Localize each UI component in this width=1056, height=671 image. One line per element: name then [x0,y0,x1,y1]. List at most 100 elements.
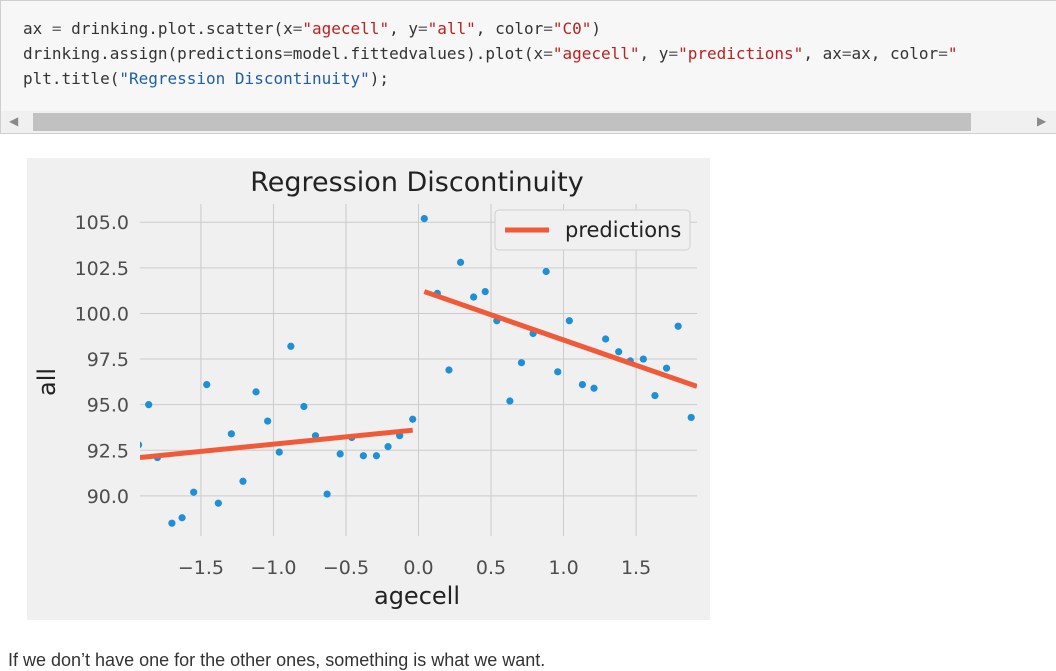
y-tick-label: 90.0 [87,486,129,508]
code-token: = [292,19,303,38]
code-token: , y [639,44,669,63]
scatter-point [699,357,706,364]
scatter-point [554,368,562,376]
horizontal-scrollbar[interactable]: ◀ ▶ [1,111,1056,133]
code-token: plt.title( [23,69,120,88]
prediction-line [423,289,697,389]
scatter-point [639,355,647,363]
x-tick-label: 0.5 [476,557,506,579]
code-token: model.fittedvalues).plot(x [292,44,544,63]
y-tick-label: 102.5 [75,258,129,280]
legend-box [494,209,691,251]
scatter-point [275,448,283,456]
scatter-point [420,214,428,223]
scatter-point [203,380,211,389]
code-token: "predictions" [678,44,804,63]
scatter-point [239,477,247,485]
code-token: "all" [427,19,476,38]
scatter-point [409,415,417,423]
x-tick-label: −0.5 [323,557,369,579]
scatter-point [565,317,573,325]
code-token: = [417,19,428,38]
x-tick-label: −1.0 [250,557,296,579]
x-tick-label: 1.5 [621,557,651,579]
scatter-point [214,499,222,507]
scatter-point [384,443,392,451]
chart-figure: Regression Discontinuity agecell all −1.… [27,158,710,620]
regression-chart: Regression Discontinuity agecell all −1.… [33,167,706,610]
code-token: ) [591,19,602,38]
code-token: drinking.plot.scatter(x [61,19,293,38]
scrollbar-thumb[interactable] [33,113,971,131]
markdown-text: If we don’t have one for the other ones,… [8,650,546,670]
plot-area [140,204,706,536]
scatter-point [481,287,489,296]
code-token: " [947,44,958,63]
code-line: plt.title("Regression Discontinuity"); [23,66,957,91]
legend-label: predictions [565,218,681,242]
scatter-point [674,322,682,330]
code-token: = [938,44,948,63]
scatter-point [300,402,308,411]
scatter-point [359,452,367,460]
scatter-point [287,342,295,350]
y-tick-label: 95.0 [87,395,129,417]
scatter-point [470,293,478,301]
prediction-line [140,427,413,461]
y-tick-label: 92.5 [87,440,129,462]
code-token: = [668,44,679,63]
x-axis-label: agecell [374,582,460,610]
code-token: "agecell" [302,19,390,38]
code-token: drinking.assign(predictions [23,44,284,63]
code-line: drinking.assign(predictions=model.fitted… [23,41,957,66]
code-token: , y [389,19,418,38]
code-token: ax, color [851,44,939,63]
scatter-point [578,380,587,389]
scatter-point [602,335,610,343]
y-axis-label: all [33,368,61,396]
scatter-point [140,441,143,449]
code-editor[interactable]: ax = drinking.plot.scatter(x="agecell", … [23,16,957,91]
x-tick-label: −1.5 [178,557,224,579]
code-token: "Regression Discontinuity" [119,69,370,88]
y-tick-label: 97.5 [87,349,129,371]
chart-legend: predictions [494,209,691,251]
scatter-point [323,490,331,498]
scatter-point [590,384,598,392]
scatter-point [168,519,176,527]
scatter-point [651,391,659,400]
code-token: = [543,19,553,38]
code-token: ax [23,19,52,38]
scatter-point [662,364,671,372]
code-token: = [841,44,852,63]
scatter-point [227,430,235,438]
code-token: "C0" [552,19,592,38]
scatter-point [252,388,260,396]
code-line: ax = drinking.plot.scatter(x="agecell", … [23,16,957,41]
code-token: = [283,44,293,63]
y-tick-label: 100.0 [75,303,129,325]
scatter-point [456,258,465,266]
scatter-point [372,452,381,460]
code-token: = [543,44,553,63]
scatter-point [336,450,344,458]
scatter-point [542,267,550,276]
scatter-point [145,401,153,409]
scatter-point [687,413,695,422]
scatter-point [190,488,198,496]
scroll-left-icon[interactable]: ◀ [9,114,19,128]
code-token: , ax [803,44,842,63]
scatter-point [615,348,623,356]
code-token: "agecell" [552,44,640,63]
code-cell[interactable]: ax = drinking.plot.scatter(x="agecell", … [0,0,1056,134]
y-tick-label: 105.0 [75,212,129,234]
scatter-point [506,397,514,405]
chart-title: Regression Discontinuity [250,167,584,198]
scatter-point [178,514,186,522]
code-token: = [51,19,62,38]
scatter-point [445,366,453,374]
scroll-right-icon[interactable]: ▶ [1037,114,1047,128]
scatter-point [264,417,272,425]
x-tick-label: 1.0 [548,557,578,579]
code-token: , color [475,19,544,38]
